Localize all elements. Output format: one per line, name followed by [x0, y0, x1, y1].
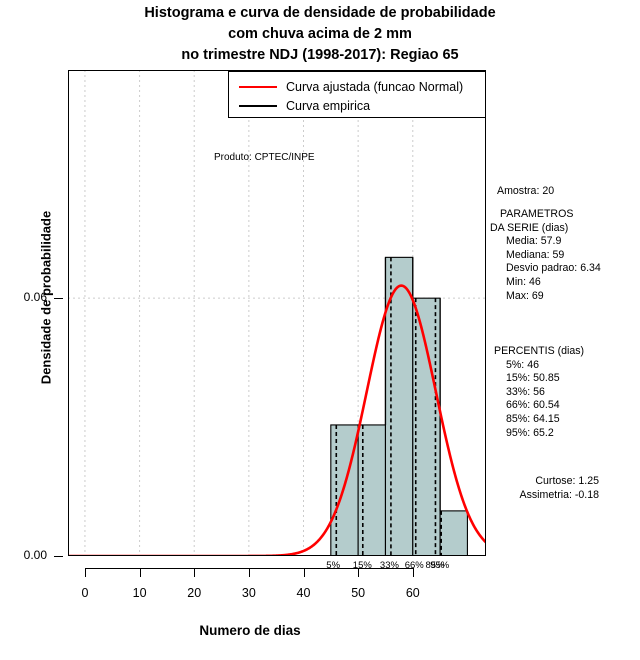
x-axis-tick-label: 40 — [296, 586, 311, 600]
info-p85: 85%: 64.15 — [506, 412, 560, 425]
info-percentiles-header: PERCENTIS (dias) — [494, 345, 585, 357]
info-mediana: Mediana: 59 — [506, 248, 565, 261]
percentile-label: 15% — [352, 560, 372, 571]
x-axis-tick-mark — [248, 568, 250, 577]
empirical-curve — [384, 257, 441, 511]
histogram-bars — [330, 256, 468, 556]
info-parameters-block: PARAMETROS DA SERIE (dias) Media: 57.9 M… — [490, 208, 601, 303]
plot-frame — [68, 70, 486, 556]
y-axis-tick-mark — [54, 298, 63, 300]
produto-note: Produto: CPTEC/INPE — [214, 152, 315, 163]
info-min: Min: 46 — [506, 275, 541, 288]
info-assimetria: Assimetria: -0.18 — [519, 488, 599, 501]
legend-item-empirical: Curva empirica — [229, 96, 485, 115]
info-percentiles-block: PERCENTIS (dias) 5%: 46 15%: 50.85 33%: … — [494, 345, 584, 440]
page-title: Histograma e curva de densidade de proba… — [0, 3, 640, 66]
percentile-label: 33% — [379, 560, 399, 571]
histogram-bar — [439, 510, 468, 556]
x-axis-tick-label: 20 — [187, 586, 202, 600]
title-line-2: com chuva acima de 2 mm — [228, 26, 412, 42]
x-axis-tick-label: 0 — [81, 586, 89, 600]
info-parameters-header-2: DA SERIE (dias) — [490, 221, 569, 234]
x-axis-label: Numero de dias — [199, 623, 301, 638]
y-axis-tick-mark — [54, 556, 63, 557]
x-axis-tick-label: 30 — [241, 586, 256, 600]
y-axis-tick-label: 0.00 — [23, 548, 47, 562]
x-axis-tick-label: 10 — [132, 586, 147, 600]
info-p95: 95%: 65.2 — [506, 426, 554, 439]
x-axis-tick-mark — [358, 568, 360, 577]
percentile-label: 5% — [326, 560, 341, 571]
percentile-markers — [335, 257, 442, 556]
info-parameters-header-1: PARAMETROS — [500, 208, 574, 220]
legend-label-empirical: Curva empirica — [286, 98, 371, 113]
legend-line-icon-fitted — [239, 85, 277, 88]
legend-line-icon-empirical — [239, 104, 277, 107]
percentile-label: 66% — [404, 560, 424, 571]
info-p66: 66%: 60.54 — [506, 399, 560, 412]
x-axis-tick-mark — [303, 568, 305, 577]
info-p15: 15%: 50.85 — [506, 372, 560, 385]
info-max: Max: 69 — [506, 289, 544, 302]
info-p33: 33%: 56 — [506, 385, 545, 398]
info-curtose: Curtose: 1.25 — [535, 475, 599, 487]
info-p5: 5%: 46 — [506, 358, 539, 371]
legend-label-fitted: Curva ajustada (funcao Normal) — [286, 79, 464, 94]
legend: Curva ajustada (funcao Normal) Curva emp… — [228, 71, 486, 118]
x-axis-tick-label: 50 — [351, 586, 366, 600]
percentile-label: 95% — [430, 560, 450, 571]
x-axis-tick-mark — [194, 568, 196, 577]
y-axis-tick-label: 0.06 — [23, 290, 47, 305]
info-media: Media: 57.9 — [506, 235, 562, 248]
info-desvio-padrao: Desvio padrao: 6.34 — [506, 262, 601, 275]
legend-item-fitted: Curva ajustada (funcao Normal) — [229, 77, 485, 96]
title-line-3: no trimestre NDJ (1998-2017): Regiao 65 — [181, 47, 459, 63]
x-axis-tick-label: 60 — [405, 586, 420, 600]
plot-canvas — [68, 70, 486, 556]
info-shape-stats-block: Curtose: 1.25 Assimetria: -0.18 — [489, 475, 599, 502]
info-sample-size: Amostra: 20 — [497, 185, 555, 197]
percentile-label: 85% — [425, 560, 445, 571]
histogram-bar — [384, 256, 414, 556]
x-axis-tick-mark — [139, 568, 141, 577]
x-axis-tick-mark — [412, 568, 414, 577]
title-line-1: Histograma e curva de densidade de proba… — [144, 5, 496, 21]
x-axis-tick-mark — [84, 568, 86, 577]
